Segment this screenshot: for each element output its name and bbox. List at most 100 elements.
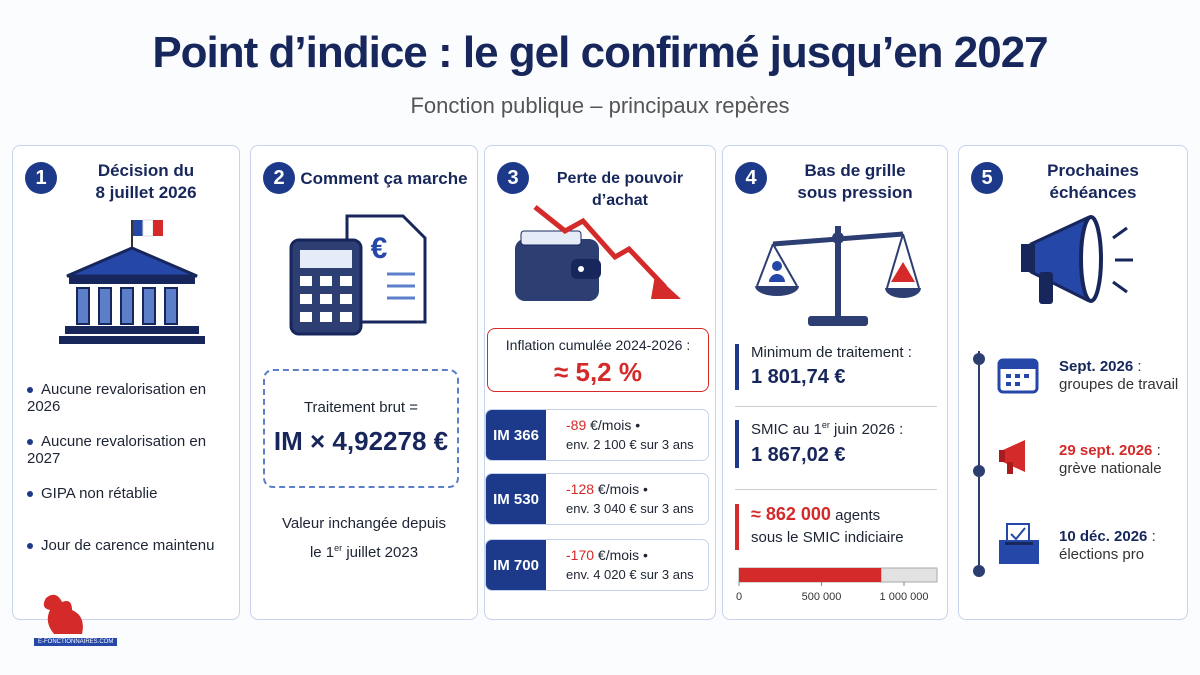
minimum-value: 1 801,74 € — [751, 366, 846, 388]
event-date: 10 déc. 2026 — [1059, 528, 1148, 545]
event-desc: groupes de travail — [1059, 376, 1179, 393]
loss-total: env. 2 100 € sur 3 ans — [566, 437, 694, 452]
im-label: IM 366 — [486, 410, 546, 460]
card-formula: 2 Comment ça marche € Traitement brut = … — [250, 145, 478, 620]
agents-suffix: agents — [830, 507, 881, 524]
timeline — [978, 351, 980, 566]
title-line: Décision du — [97, 161, 195, 180]
title-line: 8 juillet 2026 — [95, 183, 197, 202]
card-title: Bas de grille sous pression — [769, 160, 941, 204]
gauge-tick-label: 500 000 — [802, 591, 842, 603]
megaphone-small-icon — [999, 440, 1025, 474]
card-number: 4 — [735, 162, 767, 194]
formula: IM × 4,92278 € — [273, 426, 449, 456]
minimum-label: Minimum de traitement : — [751, 344, 912, 361]
card-events: 5 Prochaines échéances Sept. 2026 : groupe… — [958, 145, 1188, 620]
event-desc: élections pro — [1059, 546, 1145, 563]
card-title: Perte de pouvoir d’achat — [556, 170, 684, 209]
loss-value: -170 — [566, 547, 595, 563]
gauge: 0 500 000 1 000 000 — [736, 567, 938, 603]
bullet-text: Aucune revalorisation en 2026 — [27, 381, 207, 415]
bullet-item: Aucune revalorisation en 2027 — [27, 433, 239, 467]
inflation-label: Inflation cumulée 2024-2026 : — [505, 337, 691, 353]
bullet-item: Jour de carence maintenu — [27, 537, 214, 554]
event-desc: grève nationale — [1059, 460, 1162, 477]
inflation-box: Inflation cumulée 2024-2026 : ≈ 5,2 % — [487, 328, 709, 392]
card-number: 2 — [263, 162, 295, 194]
loss-total: env. 3 040 € sur 3 ans — [566, 501, 694, 516]
svg-text:€: € — [371, 232, 388, 265]
title-line: Prochaines — [1047, 161, 1139, 180]
wallet-icon — [515, 205, 681, 301]
event-sep: : — [1133, 358, 1142, 375]
gauge-tick-label: 1 000 000 — [880, 591, 929, 603]
card-number: 1 — [25, 162, 57, 194]
loss-unit: €/mois • — [586, 417, 641, 433]
agents-value: ≈ 862 000 — [751, 504, 831, 524]
event-sep: : — [1152, 442, 1161, 459]
agents-line: ≈ 862 000 agents — [751, 504, 880, 525]
smic-text: juin 2026 : — [829, 421, 904, 438]
note-text: le 1 — [309, 544, 335, 561]
loss-row: IM 366 -89 €/mois • env. 2 100 € sur 3 ans — [485, 409, 709, 461]
accent-bar — [735, 420, 739, 468]
card-number: 5 — [971, 162, 1003, 194]
calendar-icon — [997, 358, 1039, 394]
bullet-text: Jour de carence maintenu — [41, 537, 215, 554]
card-grid: 4 Bas de grille sous pression Minimum de … — [722, 145, 948, 620]
bullet-text: GIPA non rétablie — [41, 485, 158, 502]
im-label: IM 700 — [486, 540, 546, 590]
loss-value: -128 — [566, 481, 595, 497]
calculator-icon: € — [289, 214, 427, 336]
event: 10 déc. 2026 : élections pro — [1059, 528, 1156, 563]
note-line: le 1er juillet 2023 — [251, 536, 477, 565]
bullet-item: Aucune revalorisation en 2026 — [27, 381, 239, 415]
event-sep: : — [1147, 528, 1156, 545]
im-label: IM 530 — [486, 474, 546, 524]
smic-label: SMIC au 1er juin 2026 : — [751, 420, 903, 438]
divider — [735, 406, 937, 407]
accent-bar — [735, 344, 739, 390]
event: 29 sept. 2026 : grève nationale — [1059, 442, 1162, 477]
card-loss: 3 Perte de pouvoir d’achat Inflation cum… — [484, 145, 716, 620]
gauge-bar — [739, 568, 882, 582]
bullet-item: GIPA non rétablie — [27, 485, 157, 502]
loss-unit: €/mois • — [594, 547, 648, 563]
timeline-dots — [973, 353, 985, 577]
loss-value: -89 — [566, 417, 587, 433]
event: Sept. 2026 : groupes de travail — [1059, 358, 1178, 393]
loss-line: -170 €/mois • — [566, 547, 648, 563]
smic-value: 1 867,02 € — [751, 444, 846, 466]
divider — [735, 489, 937, 490]
subtitle: Fonction publique – principaux repères — [410, 93, 790, 118]
note-sup: er — [334, 543, 343, 553]
loss-total: env. 4 020 € sur 3 ans — [566, 567, 694, 582]
title: Point d’indice : le gel confirmé jusqu’e… — [152, 28, 1048, 77]
card-title: Décision du 8 juillet 2026 — [59, 160, 233, 204]
megaphone-icon — [1021, 215, 1133, 304]
note: Valeur inchangée depuis le 1er juillet 2… — [251, 511, 477, 565]
smic-sup: er — [821, 420, 830, 430]
card-decision: 1 Décision du 8 juillet 2026 Aucune reval… — [12, 145, 240, 620]
ballot-icon — [999, 523, 1039, 564]
card-number: 3 — [497, 162, 529, 194]
note-text: juillet 2023 — [342, 544, 419, 561]
loss-line: -89 €/mois • — [566, 417, 640, 433]
card-title: Prochaines échéances — [1005, 160, 1181, 204]
title-line: sous pression — [797, 183, 913, 202]
scale-icon — [755, 226, 921, 326]
title-line: Bas de grille — [804, 161, 906, 180]
agents-line2: sous le SMIC indiciaire — [751, 529, 904, 546]
formula-box: Traitement brut = IM × 4,92278 € — [263, 369, 459, 488]
logo-text: E-FONCTIONNAIRES.COM — [34, 638, 118, 646]
formula-label: Traitement brut = — [303, 399, 419, 416]
loss-line: -128 €/mois • — [566, 481, 648, 497]
inflation-value: ≈ 5,2 % — [554, 357, 642, 387]
gauge-tick-label: 0 — [736, 591, 742, 603]
loss-unit: €/mois • — [594, 481, 648, 497]
accent-bar — [735, 504, 739, 550]
event-date: Sept. 2026 — [1059, 358, 1134, 375]
title-line: échéances — [1049, 183, 1137, 202]
